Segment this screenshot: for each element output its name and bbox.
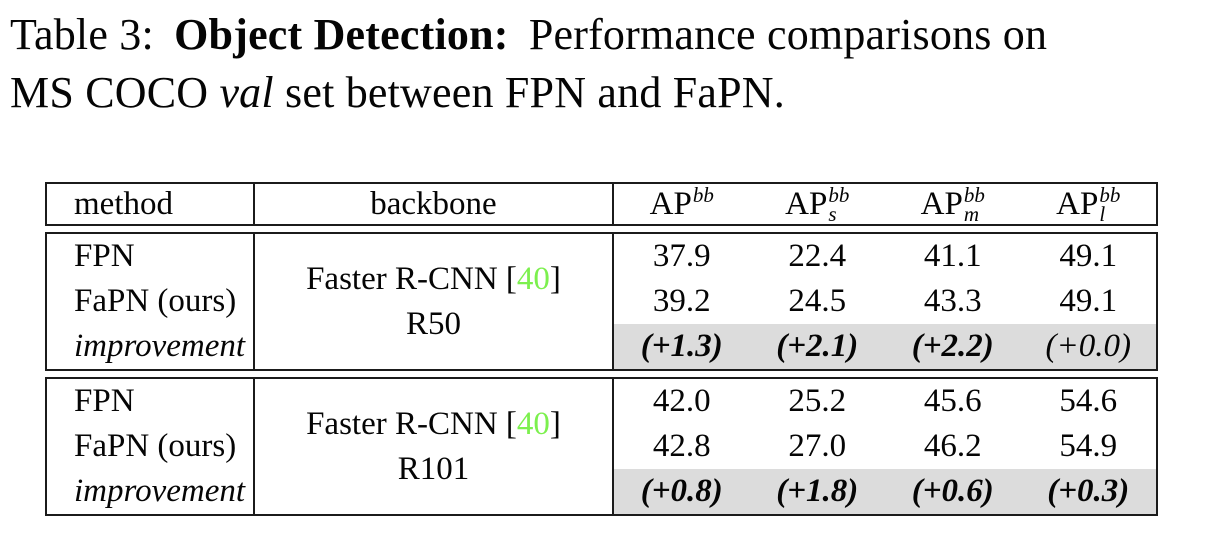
value-cell: 49.1 [1059, 238, 1118, 274]
method-fpn: FPN [74, 238, 135, 274]
cite-bracket-close: ] [549, 405, 561, 442]
value-cell: 37.9 [652, 238, 711, 274]
citation-40-link[interactable]: 40 [516, 405, 550, 442]
improvement-cell: (+0.0) [1020, 324, 1156, 369]
caption-text-line2-pre: MS COCO [10, 68, 209, 117]
ap-scripts: bb l [1099, 183, 1121, 226]
value-cell: 39.2 [652, 283, 711, 319]
method-fapn: FaPN (ours) [74, 283, 237, 319]
backbone-cell: Faster R-CNN [40] R50 [255, 234, 614, 369]
ap-scripts: bb s [828, 183, 850, 226]
method-cell: FPN FaPN (ours) improvement [47, 234, 255, 369]
caption-table-number: Table 3: [10, 10, 154, 59]
value-cell: 54.6 [1059, 383, 1118, 419]
ap-superscript: bb [1099, 183, 1121, 207]
method-fapn: FaPN (ours) [74, 428, 237, 464]
col-header-ap-small: AP bb s [750, 183, 886, 226]
value-cell: 49.1 [1059, 283, 1118, 319]
value-cell: 54.9 [1059, 428, 1118, 464]
ap-scripts: bb m [963, 183, 985, 226]
value-cell: 24.5 [788, 283, 847, 319]
improvement-cell: (+0.8) [614, 469, 750, 514]
backbone-name: Faster R-CNN [306, 260, 506, 297]
backbone-name: Faster R-CNN [306, 405, 506, 442]
method-cell: FPN FaPN (ours) improvement [47, 379, 255, 514]
method-improvement: improvement [74, 328, 246, 364]
method-improvement: improvement [74, 473, 246, 509]
caption-val-set-italic: val [219, 68, 274, 117]
ap-base: AP [649, 185, 692, 222]
ap-scripts: bb [692, 183, 714, 224]
col-header-method: method [47, 184, 255, 224]
cite-bracket-open: [ [505, 260, 517, 297]
cite-bracket-open: [ [505, 405, 517, 442]
backbone-variant: R101 [397, 450, 470, 487]
table-header-row: method backbone AP bb AP bb s AP bb [45, 182, 1158, 226]
improvement-cell: (+2.2) [885, 324, 1021, 369]
table-block-r50: FPN FaPN (ours) improvement Faster R-CNN… [45, 232, 1158, 371]
value-cell: 43.3 [923, 283, 982, 319]
backbone-cell: Faster R-CNN [40] R101 [255, 379, 614, 514]
ap-superscript: bb [963, 183, 985, 207]
table-block-r101: FPN FaPN (ours) improvement Faster R-CNN… [45, 377, 1158, 516]
citation-40-link[interactable]: 40 [516, 260, 550, 297]
value-cell: 45.6 [923, 383, 982, 419]
value-cell: 46.2 [923, 428, 982, 464]
value-cell: 27.0 [788, 428, 847, 464]
improvement-cell: (+1.8) [749, 469, 885, 514]
table-caption: Table 3: Object Detection: Performance c… [10, 6, 1206, 122]
value-cell: 41.1 [923, 238, 982, 274]
improvement-cell: (+2.1) [749, 324, 885, 369]
ap-superscript: bb [828, 183, 850, 207]
caption-text-line2-rest: set between FPN and FaPN. [285, 68, 785, 117]
ap-subscript: s [828, 202, 837, 226]
ap-superscript: bb [692, 183, 714, 207]
col-header-backbone: backbone [255, 184, 614, 224]
method-fpn: FPN [74, 383, 135, 419]
value-cell: 25.2 [788, 383, 847, 419]
value-cell: 42.0 [652, 383, 711, 419]
cite-bracket-close: ] [549, 260, 561, 297]
ap-base: AP [1056, 185, 1099, 222]
improvement-cell: (+0.6) [885, 469, 1021, 514]
improvement-cell: (+0.3) [1020, 469, 1156, 514]
backbone-name-line: Faster R-CNN [40] [306, 257, 561, 302]
caption-title-bold: Object Detection: [174, 10, 509, 59]
ap-base: AP [920, 185, 963, 222]
ap-base: AP [785, 185, 828, 222]
col-header-ap-large: AP bb l [1021, 183, 1157, 226]
value-cell: 42.8 [652, 428, 711, 464]
col-header-ap-bb: AP bb [614, 184, 750, 224]
backbone-variant: R50 [405, 305, 461, 342]
results-table: method backbone AP bb AP bb s AP bb [45, 182, 1158, 516]
caption-text-line1: Performance comparisons on [528, 10, 1048, 59]
improvement-cell: (+1.3) [614, 324, 750, 369]
backbone-name-line: Faster R-CNN [40] [306, 402, 561, 447]
ap-subscript: l [1099, 202, 1106, 226]
ap-subscript: m [963, 202, 980, 226]
value-cell: 22.4 [788, 238, 847, 274]
col-header-ap-medium: AP bb m [885, 183, 1021, 226]
